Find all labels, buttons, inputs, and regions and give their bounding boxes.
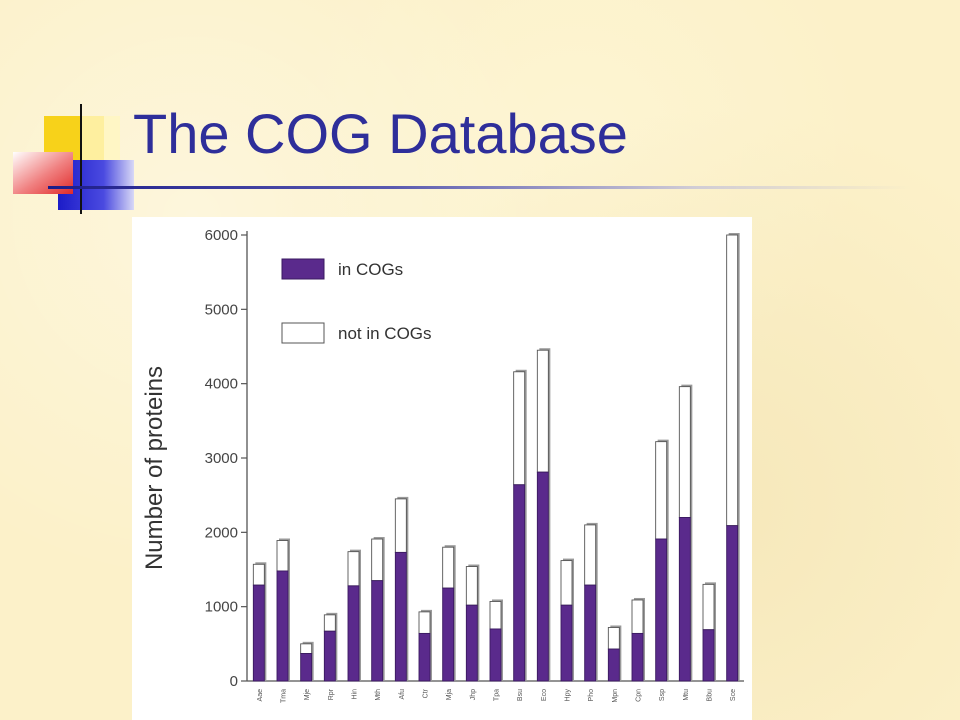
bar-not-in-cogs bbox=[584, 524, 597, 586]
bar-not-in-cogs bbox=[513, 371, 526, 486]
bar-in-cogs bbox=[442, 587, 455, 682]
y-tick-label: 0 bbox=[230, 673, 238, 690]
bar-in-cogs bbox=[536, 471, 549, 682]
bar-in-cogs bbox=[560, 604, 573, 682]
bar-in-cogs bbox=[726, 525, 739, 682]
x-tick-label: Jhp bbox=[470, 689, 477, 700]
x-tick-label: Tma bbox=[281, 689, 288, 703]
legend-swatch-in-cogs bbox=[281, 258, 325, 280]
x-tick-label: Mpn bbox=[612, 689, 619, 703]
bar-in-cogs bbox=[276, 570, 289, 682]
stacked-bar-chart: 0 1000 2000 3000 4000 5000 6000 Aae Tma Mje Rpr Hin… bbox=[141, 227, 744, 703]
x-tick-label: Bbu bbox=[707, 689, 714, 702]
bar-in-cogs bbox=[252, 584, 265, 682]
bar-in-cogs bbox=[300, 653, 313, 682]
x-tick-label: Rpr bbox=[328, 688, 335, 700]
y-tick-label: 5000 bbox=[205, 301, 238, 318]
bar-in-cogs bbox=[513, 484, 526, 682]
x-tick-label: Eco bbox=[541, 689, 548, 701]
title-underline bbox=[48, 186, 910, 189]
bar-not-in-cogs bbox=[489, 601, 502, 630]
x-tick-label: Afu bbox=[399, 689, 406, 700]
x-tick-label: Cpn bbox=[636, 689, 643, 702]
y-tick-label: 1000 bbox=[205, 599, 238, 616]
bar-not-in-cogs bbox=[442, 546, 455, 589]
x-tick-label: Ctr bbox=[423, 688, 430, 698]
bar-not-in-cogs bbox=[702, 583, 715, 631]
y-axis-label: Number of proteins bbox=[141, 366, 168, 570]
x-tick-label: Mja bbox=[446, 689, 453, 700]
bar-not-in-cogs bbox=[394, 498, 407, 553]
bar-not-in-cogs bbox=[726, 234, 739, 527]
bar-in-cogs bbox=[678, 517, 691, 682]
x-tick-label: Sce bbox=[730, 689, 737, 701]
x-tick-label: Hpy bbox=[565, 689, 572, 702]
bar-in-cogs bbox=[489, 628, 502, 682]
bar-not-in-cogs bbox=[276, 540, 289, 572]
bar-not-in-cogs bbox=[678, 386, 691, 518]
bar-not-in-cogs bbox=[347, 551, 360, 587]
bar-not-in-cogs bbox=[252, 563, 265, 586]
chart-legend: in COGs not in COGs bbox=[281, 258, 432, 344]
bar-in-cogs bbox=[631, 632, 644, 682]
x-tick-label: Mje bbox=[304, 689, 311, 700]
bar-in-cogs bbox=[347, 585, 360, 682]
x-tick-label: Pho bbox=[588, 689, 595, 702]
bar-in-cogs bbox=[465, 604, 478, 682]
bar-in-cogs bbox=[584, 584, 597, 682]
bar-not-in-cogs bbox=[631, 599, 644, 634]
x-tick-label: Hin bbox=[352, 689, 359, 700]
x-tick-label: Mth bbox=[375, 689, 382, 701]
x-tick-label: Tpa bbox=[494, 689, 501, 701]
decor-yellow-highlight bbox=[82, 116, 120, 161]
legend-label-in-cogs: in COGs bbox=[338, 260, 403, 279]
bar-in-cogs bbox=[702, 629, 715, 682]
bar-not-in-cogs bbox=[371, 538, 384, 582]
bar-not-in-cogs bbox=[300, 643, 313, 654]
y-tick-label: 3000 bbox=[205, 450, 238, 467]
bar-in-cogs bbox=[655, 538, 668, 682]
bar-not-in-cogs bbox=[465, 566, 478, 606]
bar-in-cogs bbox=[418, 632, 431, 682]
bar-in-cogs bbox=[394, 551, 407, 682]
x-tick-label: Ssp bbox=[659, 689, 666, 701]
bar-in-cogs bbox=[323, 630, 336, 682]
bar-not-in-cogs bbox=[655, 441, 668, 540]
bar-not-in-cogs bbox=[323, 614, 336, 632]
legend-label-not-in-cogs: not in COGs bbox=[338, 324, 432, 343]
x-tick-label: Bsu bbox=[517, 689, 524, 701]
bar-in-cogs bbox=[371, 580, 384, 682]
bar-not-in-cogs bbox=[536, 349, 549, 473]
bar-in-cogs bbox=[607, 648, 620, 682]
bar-not-in-cogs bbox=[560, 560, 573, 606]
x-tick-label: Aae bbox=[257, 689, 264, 702]
chart-bars bbox=[252, 233, 740, 682]
y-tick-label: 4000 bbox=[205, 376, 238, 393]
bar-not-in-cogs bbox=[607, 627, 620, 650]
legend-swatch-not-in-cogs bbox=[281, 322, 325, 344]
y-tick-label: 6000 bbox=[205, 227, 238, 244]
x-tick-label: Mtu bbox=[683, 689, 690, 701]
chart-axes: 0 1000 2000 3000 4000 5000 6000 Aae Tma Mje Rpr Hin… bbox=[205, 227, 744, 703]
y-tick-label: 2000 bbox=[205, 524, 238, 541]
bar-not-in-cogs bbox=[418, 611, 431, 634]
slide-title: The COG Database bbox=[133, 102, 628, 165]
chart-area: 0 1000 2000 3000 4000 5000 6000 Aae Tma Mje Rpr Hin… bbox=[132, 217, 752, 720]
